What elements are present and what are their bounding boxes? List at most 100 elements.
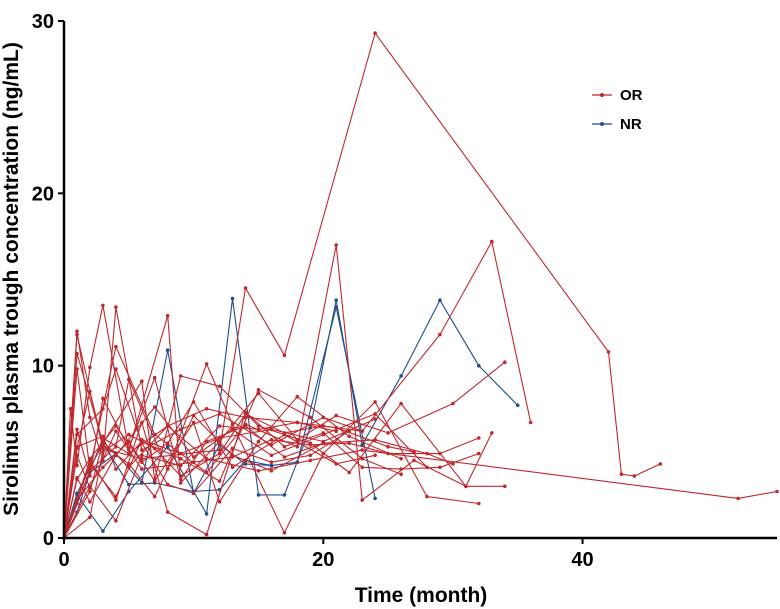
data-point-or-17-2 <box>101 450 105 454</box>
legend-or-marker <box>600 93 604 97</box>
series-line-or-10 <box>63 389 402 539</box>
data-point-or-20-3 <box>140 420 144 425</box>
y-tick-label-0: 0 <box>43 528 54 550</box>
data-point-or-3-4 <box>101 303 105 308</box>
data-point-or-15-2 <box>88 389 92 394</box>
data-point-or-6-12 <box>503 484 507 489</box>
data-point-or-13-5 <box>165 441 170 446</box>
data-point-or-19-9 <box>736 496 740 501</box>
data-point-or-15-5 <box>152 494 157 499</box>
data-point-or-20-9 <box>360 465 365 470</box>
data-point-or-7-9 <box>347 441 352 446</box>
data-point-or-10-8 <box>308 415 313 420</box>
data-point-or-3-3 <box>88 365 92 370</box>
data-point-or-8-4 <box>152 405 157 409</box>
data-point-or-11-6 <box>269 427 274 432</box>
data-point-or-1-6 <box>282 353 287 358</box>
data-point-nr-1-14 <box>477 363 481 368</box>
data-point-or-2-2 <box>88 415 92 420</box>
data-point-or-10-10 <box>399 472 403 477</box>
data-point-or-14-3 <box>140 453 144 458</box>
data-point-or-11-4 <box>178 451 183 456</box>
data-point-or-15-10 <box>373 438 377 442</box>
data-point-or-3-12 <box>386 431 390 435</box>
x-tick-label-0: 0 <box>58 549 69 571</box>
data-point-or-17-1 <box>88 515 92 520</box>
data-point-or-17-8 <box>282 431 287 435</box>
data-point-or-19-6 <box>256 469 261 473</box>
data-point-or-12-7 <box>256 439 261 444</box>
data-point-or-18-7 <box>204 439 209 444</box>
data-point-or-6-9 <box>347 470 352 475</box>
data-point-or-19-3 <box>127 451 131 456</box>
data-point-or-16-10 <box>347 429 352 434</box>
x-tick-label-40: 40 <box>571 549 593 571</box>
data-point-or-20-4 <box>165 510 170 514</box>
data-point-nr-1-7 <box>256 493 261 497</box>
data-point-or-15-8 <box>269 469 274 473</box>
data-point-or-18-3 <box>101 396 105 401</box>
data-point-or-3-7 <box>178 481 183 485</box>
data-point-or-12-5 <box>191 420 196 425</box>
data-point-nr-1-2 <box>101 529 105 533</box>
data-point-or-9-5 <box>204 407 209 411</box>
data-point-or-4-9 <box>360 498 365 502</box>
data-point-or-17-9 <box>321 424 326 428</box>
data-point-nr-1-13 <box>438 298 442 303</box>
data-point-nr-3-1 <box>75 491 79 496</box>
data-point-or-1-11 <box>658 462 663 466</box>
data-point-or-7-7 <box>269 438 274 442</box>
data-point-or-2-13 <box>528 420 533 425</box>
data-point-or-3-11 <box>334 413 339 418</box>
data-point-or-9-1 <box>88 489 92 494</box>
y-tick-label-30: 30 <box>32 11 54 33</box>
data-point-nr-2-5 <box>165 348 170 353</box>
data-point-or-12-2 <box>101 465 105 470</box>
data-point-or-20-12 <box>477 451 481 456</box>
data-point-or-10-3 <box>114 467 118 471</box>
data-point-or-2-1 <box>75 329 79 334</box>
data-point-or-4-3 <box>114 344 118 349</box>
data-point-or-18-8 <box>243 424 248 428</box>
data-point-or-18-9 <box>282 455 287 459</box>
data-point-or-15-6 <box>191 413 196 418</box>
data-point-or-16-2 <box>101 407 105 411</box>
data-point-or-3-13 <box>451 401 455 406</box>
data-point-or-19-7 <box>308 458 313 463</box>
data-point-or-12-4 <box>152 479 157 483</box>
data-point-nr-3-8 <box>269 463 274 468</box>
data-point-or-12-8 <box>295 394 300 399</box>
data-point-or-6-6 <box>217 384 222 389</box>
data-point-or-7-3 <box>114 429 118 434</box>
data-point-or-5-11 <box>477 501 481 506</box>
data-point-or-14-1 <box>88 484 92 489</box>
data-point-or-18-10 <box>321 441 326 446</box>
data-point-or-14-4 <box>178 463 183 468</box>
data-point-or-16-9 <box>308 453 313 458</box>
data-point-or-18-1 <box>75 427 79 432</box>
legend-item-or: OR <box>592 87 643 104</box>
legend-nr-label: NR <box>620 116 642 133</box>
data-point-or-20-7 <box>282 444 287 449</box>
data-point-or-12-6 <box>217 500 222 504</box>
series-nr-1 <box>62 296 520 540</box>
data-point-or-9-9 <box>386 444 390 449</box>
data-point-or-13-6 <box>191 400 196 404</box>
data-point-nr-2-12 <box>373 496 377 501</box>
data-point-or-5-7 <box>282 531 287 535</box>
data-point-or-14-7 <box>295 420 300 425</box>
data-point-or-20-2 <box>114 498 118 502</box>
data-point-or-2-7 <box>217 412 222 416</box>
data-point-or-2-4 <box>114 305 118 309</box>
data-point-or-1-9 <box>619 472 624 477</box>
y-tick-label-10: 10 <box>32 356 54 378</box>
data-point-nr-1-4 <box>165 444 170 449</box>
data-point-nr-1-6 <box>230 296 235 301</box>
series-or-19 <box>62 424 779 540</box>
data-point-or-18-6 <box>178 477 183 482</box>
data-point-or-16-6 <box>191 491 196 496</box>
data-point-nr-1-10 <box>334 298 339 303</box>
data-point-or-14-6 <box>256 427 261 432</box>
data-point-or-7-11 <box>438 451 442 456</box>
